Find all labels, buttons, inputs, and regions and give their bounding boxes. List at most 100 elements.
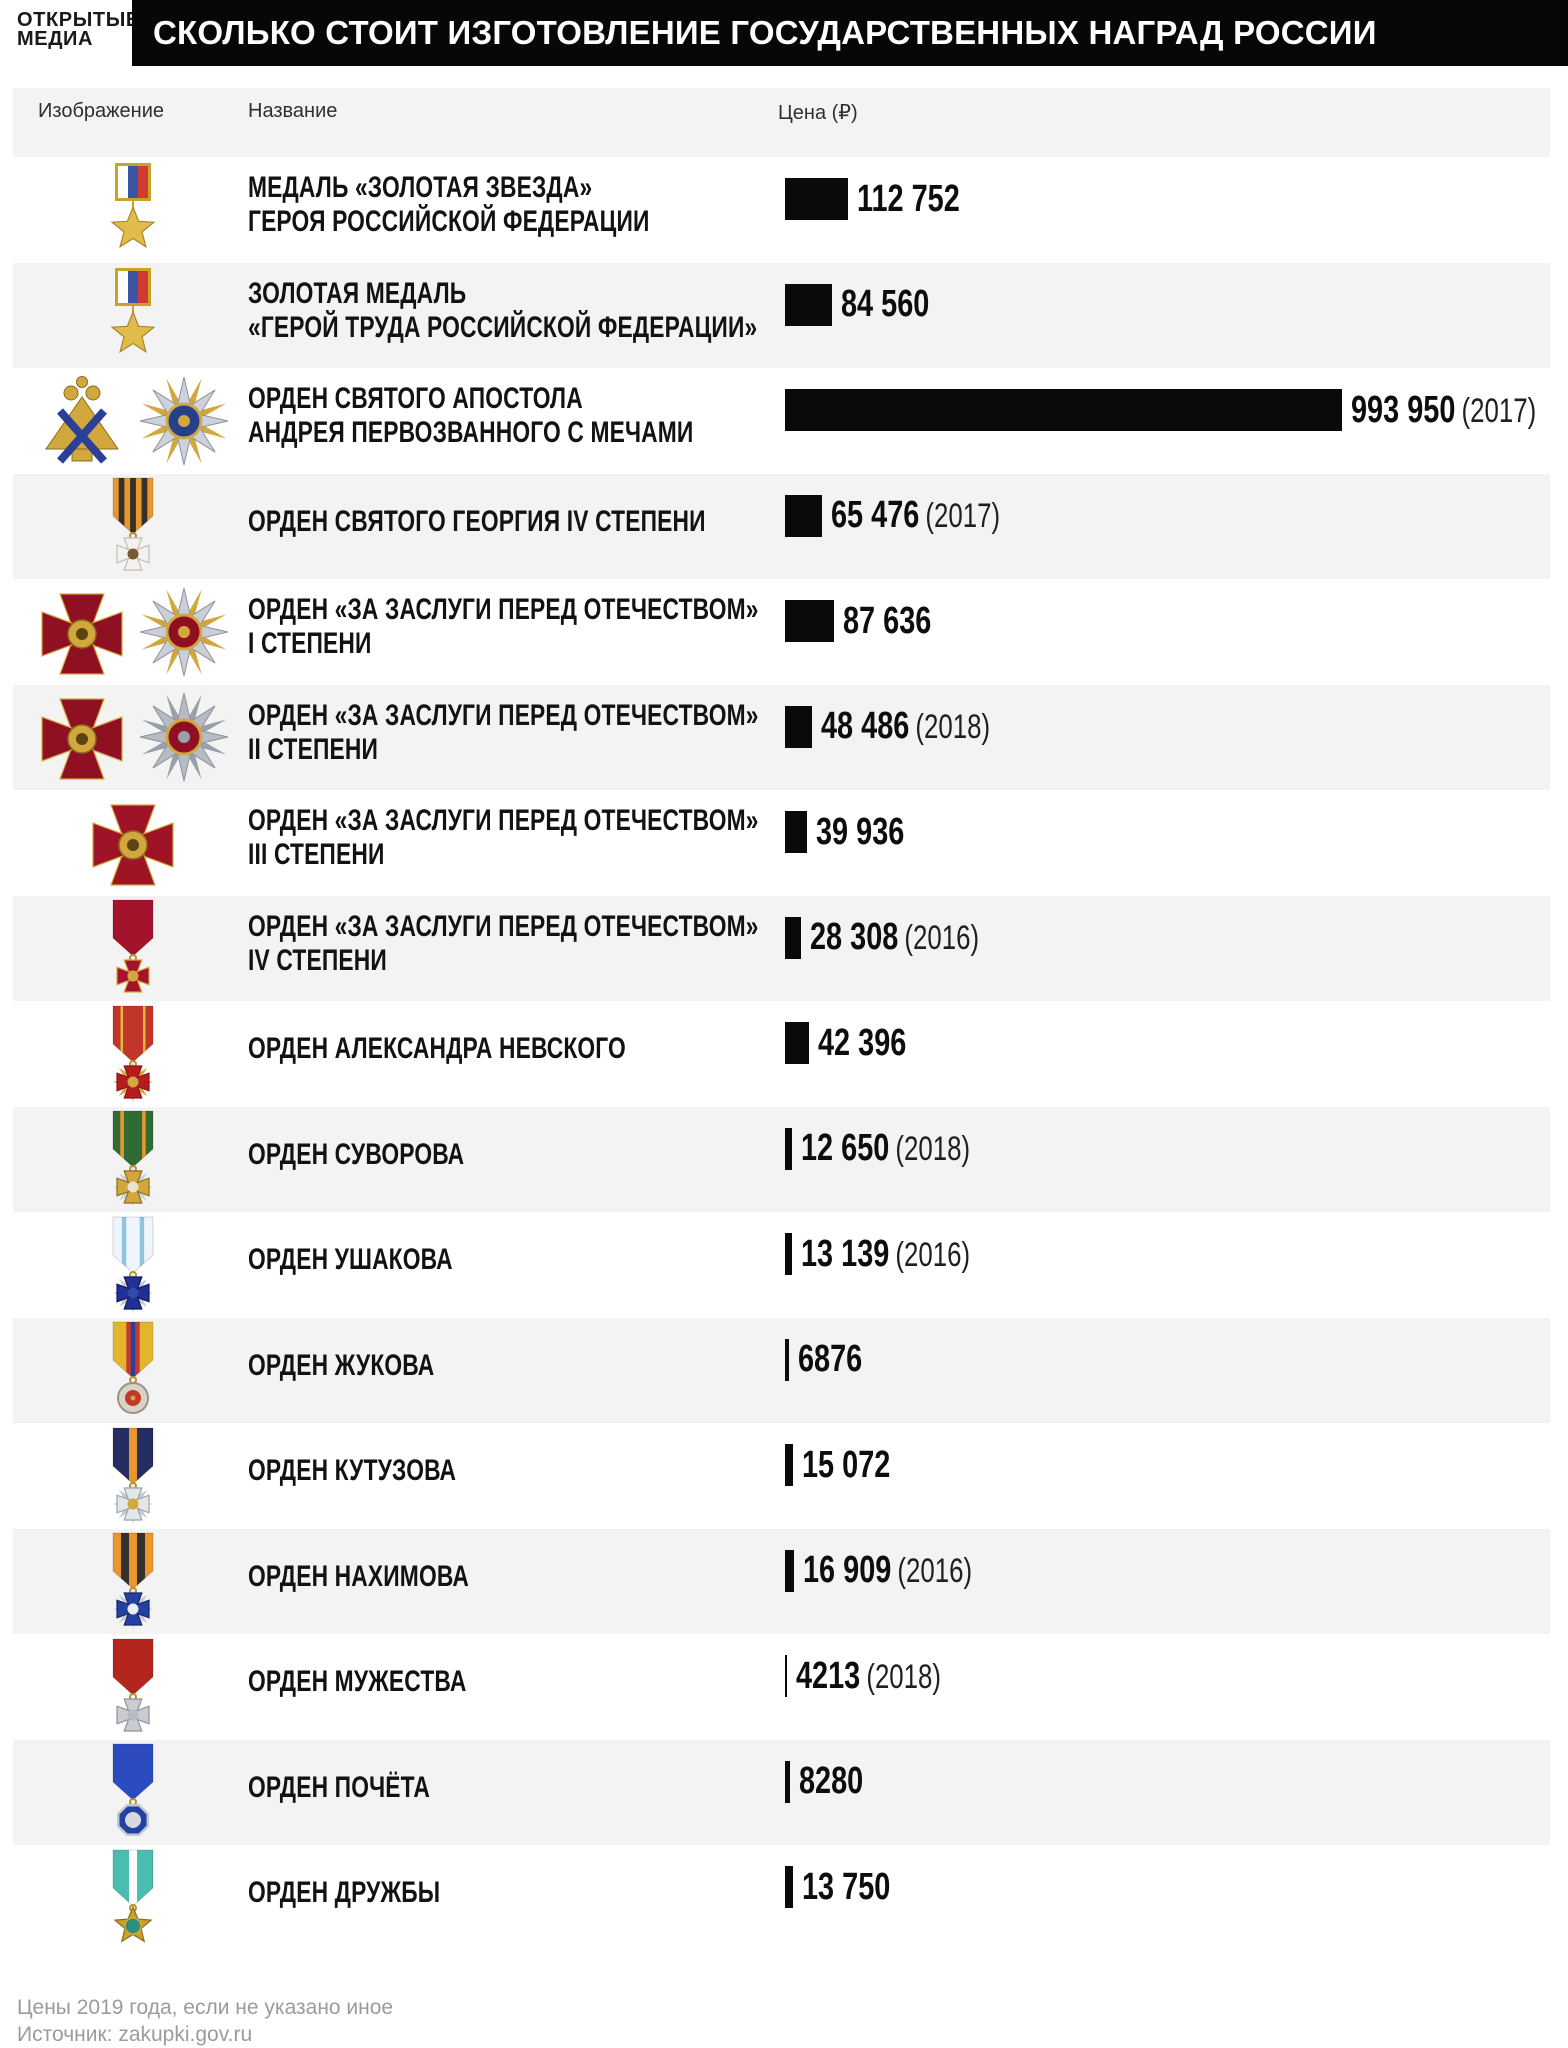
table-row: ОРДЕН СВЯТОГО ГЕОРГИЯ IV СТЕПЕНИ 65 476 (2… <box>13 473 1550 579</box>
table-row: ОРДЕН АЛЕКСАНДРА НЕВСКОГО 42 396 <box>13 1001 1550 1107</box>
price-text: 993 950 (2017) <box>1351 389 1536 432</box>
price-bar <box>785 811 807 853</box>
table-row: ОРДЕН ПОЧЁТА 8280 <box>13 1739 1550 1846</box>
friendship-star-icon <box>106 1848 160 1948</box>
price-text: 65 476 (2017) <box>831 494 1000 537</box>
logo-line2: МЕДИА <box>17 28 94 50</box>
column-header-name: Название <box>248 100 338 122</box>
price-value: 993 950 <box>1351 388 1456 431</box>
price-value: 65 476 <box>831 494 920 536</box>
fatherland-4cl-cross-icon <box>106 898 160 998</box>
award-name-line: АНДРЕЯ ПЕРВОЗВАННОГО С МЕЧАМИ <box>248 416 694 450</box>
price-bar <box>785 1338 789 1381</box>
page-title: СКОЛЬКО СТОИТ ИЗГОТОВЛЕНИЕ ГОСУДАРСТВЕНН… <box>153 14 1377 51</box>
price-year: (2018) <box>895 1130 971 1168</box>
price-text: 39 936 <box>816 811 904 854</box>
award-name: ОРДЕН ДРУЖБЫ <box>248 1845 501 1951</box>
price-year: (2018) <box>866 1657 942 1696</box>
award-name: ОРДЕН «ЗА ЗАСЛУГИ ПЕРЕД ОТЕЧЕСТВОМ» IV СТ… <box>248 896 920 1002</box>
price-text: 8280 <box>799 1760 863 1803</box>
price-bar <box>785 1127 792 1170</box>
award-image <box>23 1740 243 1846</box>
price-year: (2018) <box>915 708 991 746</box>
price-text: 4213 (2018) <box>796 1655 941 1698</box>
price-value: 48 486 <box>821 705 910 747</box>
award-name-line: II СТЕПЕНИ <box>248 732 379 766</box>
hero-labour-gold-medal-icon <box>107 266 159 364</box>
award-name-line: ОРДЕН ЖУКОВА <box>248 1348 435 1382</box>
award-image <box>23 1001 243 1107</box>
table-row: ОРДЕН ДРУЖБЫ 13 750 <box>13 1845 1550 1951</box>
award-name-line: ОРДЕН УШАКОВА <box>248 1243 453 1277</box>
price-bar <box>785 1760 790 1803</box>
honour-badge-icon <box>106 1742 160 1842</box>
openmedia-logo: ОТКРЫТЫЕ МЕДИА <box>17 10 140 50</box>
fatherland-1cl-cross-badge-icon <box>34 584 130 680</box>
award-name-line: III СТЕПЕНИ <box>248 838 385 872</box>
price-cell: 42 396 <box>785 1022 934 1064</box>
award-image <box>23 157 243 263</box>
zhukov-medal-icon <box>106 1320 160 1420</box>
footer-note: Цены 2019 года, если не указано иное <box>17 1996 394 2019</box>
award-name-line: ЗОЛОТАЯ МЕДАЛЬ <box>248 276 467 310</box>
fatherland-3cl-cross-badge-icon <box>85 795 181 891</box>
price-bar <box>785 1866 793 1908</box>
price-text: 13 750 <box>802 1866 890 1909</box>
award-name: ОРДЕН ПОЧЁТА <box>248 1740 487 1846</box>
suvorov-cross-icon <box>106 1109 160 1209</box>
price-cell: 112 752 <box>785 178 992 220</box>
award-image <box>23 263 243 369</box>
award-name-line: IV СТЕПЕНИ <box>248 943 387 977</box>
table-row: ОРДЕН СВЯТОГО АПОСТОЛА АНДРЕЯ ПЕРВОЗВАННО… <box>13 368 1550 474</box>
price-bar <box>785 389 1342 431</box>
price-text: 48 486 (2018) <box>821 705 990 748</box>
price-cell: 12 650 (2018) <box>785 1127 1024 1170</box>
price-text: 13 139 (2016) <box>801 1233 970 1276</box>
kutuzov-cross-icon <box>106 1426 160 1526</box>
courage-cross-icon <box>106 1637 160 1737</box>
st-george-cross-icon <box>106 476 160 576</box>
price-bar <box>785 1444 793 1486</box>
price-year: (2016) <box>897 1552 973 1590</box>
price-value: 12 650 <box>801 1127 890 1169</box>
price-value: 13 750 <box>802 1865 891 1908</box>
table-row: ОРДЕН «ЗА ЗАСЛУГИ ПЕРЕД ОТЕЧЕСТВОМ» III С… <box>13 790 1550 896</box>
price-cell: 4213 (2018) <box>785 1655 987 1697</box>
price-cell: 13 750 <box>785 1866 918 1908</box>
table-row: ОРДЕН ЖУКОВА 6876 <box>13 1317 1550 1423</box>
price-bar <box>785 178 848 220</box>
award-name-line: I СТЕПЕНИ <box>248 627 372 661</box>
table-row: ЗОЛОТАЯ МЕДАЛЬ «ГЕРОЙ ТРУДА РОССИЙСКОЙ ФЕ… <box>13 262 1550 369</box>
price-bar <box>785 1233 792 1275</box>
price-cell: 15 072 <box>785 1444 918 1486</box>
price-value: 42 396 <box>818 1021 907 1064</box>
fatherland-1cl-star-badge-icon <box>136 584 232 680</box>
award-name-line: МЕДАЛЬ «ЗОЛОТАЯ ЗВЕЗДА» <box>248 171 593 205</box>
table-row: ОРДЕН НАХИМОВА 16 909 (2016) <box>13 1528 1550 1635</box>
price-cell: 993 950 (2017) <box>785 389 1568 431</box>
award-name: ОРДЕН НАХИМОВА <box>248 1529 539 1635</box>
price-text: 15 072 <box>802 1444 890 1487</box>
nakhimov-cross-icon <box>106 1531 160 1631</box>
price-year: (2017) <box>925 497 1001 535</box>
award-name: ОРДЕН МУЖЕСТВА <box>248 1634 536 1740</box>
award-name: ОРДЕН СВЯТОГО АПОСТОЛА АНДРЕЯ ПЕРВОЗВАННО… <box>248 368 834 474</box>
award-name: ОРДЕН «ЗА ЗАСЛУГИ ПЕРЕД ОТЕЧЕСТВОМ» III С… <box>248 790 920 896</box>
price-value: 8280 <box>799 1760 864 1802</box>
price-cell: 16 909 (2016) <box>785 1549 1026 1592</box>
price-year: (2017) <box>1461 391 1537 430</box>
award-name: ОРДЕН АЛЕКСАНДРА НЕВСКОГО <box>248 1001 745 1107</box>
price-value: 6876 <box>798 1338 863 1380</box>
award-image <box>23 1845 243 1951</box>
table-row: ОРДЕН УШАКОВА 13 139 (2016) <box>13 1212 1550 1318</box>
price-cell: 39 936 <box>785 811 932 853</box>
award-name-line: ОРДЕН АЛЕКСАНДРА НЕВСКОГО <box>248 1032 626 1066</box>
award-name-line: ОРДЕН «ЗА ЗАСЛУГИ ПЕРЕД ОТЕЧЕСТВОМ» <box>248 593 759 627</box>
award-name-line: ОРДЕН «ЗА ЗАСЛУГИ ПЕРЕД ОТЕЧЕСТВОМ» <box>248 698 759 732</box>
andrew-eagle-badge-icon <box>34 373 130 469</box>
hero-russia-gold-star-icon <box>107 161 159 259</box>
table-row: МЕДАЛЬ «ЗОЛОТАЯ ЗВЕЗДА» ГЕРОЯ РОССИЙСКОЙ … <box>13 157 1550 263</box>
award-image <box>23 790 243 896</box>
price-value: 13 139 <box>801 1232 890 1275</box>
alexander-nevsky-cross-icon <box>106 1004 160 1104</box>
